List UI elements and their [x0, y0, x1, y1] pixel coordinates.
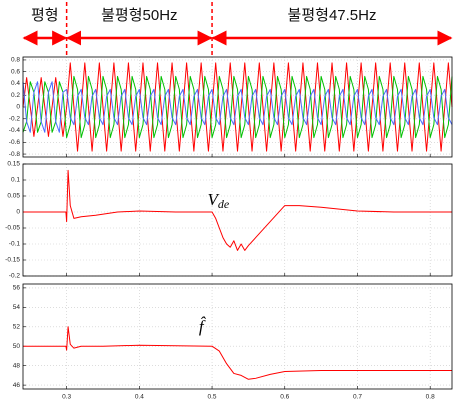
- y-tick-label: 0.8: [11, 57, 20, 64]
- y-tick-label: 0.2: [11, 92, 20, 99]
- plot-frame: [22, 56, 453, 158]
- x-tick-label: 0.7: [353, 394, 362, 401]
- series-line: [23, 326, 452, 380]
- y-tick-label: 0.05: [7, 193, 20, 200]
- y-tick-label: 0.6: [11, 68, 20, 75]
- series-line: [23, 169, 452, 251]
- y-tick-label: -0.15: [5, 257, 20, 264]
- y-tick-label: -0.1: [9, 241, 21, 248]
- region-label: 불평형47.5Hz: [288, 7, 377, 24]
- x-tick-label: 0.6: [280, 394, 289, 401]
- y-tick-label: -0.8: [9, 151, 21, 158]
- region-label: 불평형50Hz: [101, 7, 177, 24]
- x-tick-label: 0.5: [208, 394, 217, 401]
- curve-label: f̂: [199, 316, 207, 336]
- x-tick-label: 0.4: [135, 394, 144, 401]
- curve-label-main: f̂: [199, 316, 207, 336]
- plot-area: [23, 57, 452, 157]
- plot-frame: [22, 283, 453, 390]
- region-label: 평형: [31, 7, 59, 24]
- y-tick-label: 56: [13, 285, 21, 292]
- x-tick-label: 0.8: [426, 394, 435, 401]
- series-line: [22, 81, 453, 133]
- y-tick-label: 50: [13, 343, 21, 350]
- y-tick-label: -0.05: [5, 225, 20, 232]
- plot-frame: [22, 163, 453, 277]
- y-tick-label: 52: [13, 323, 21, 330]
- y-tick-label: 46: [13, 382, 21, 389]
- y-tick-label: 0.4: [11, 80, 20, 87]
- plot-area: [23, 284, 452, 389]
- y-tick-label: -0.6: [9, 139, 21, 146]
- x-tick-label: 0.3: [62, 394, 71, 401]
- y-tick-label: -0.4: [9, 127, 21, 134]
- curve-label: Vde: [207, 190, 229, 211]
- y-tick-label: 54: [13, 304, 21, 311]
- series-line: [22, 75, 453, 139]
- curve-label-sub: de: [218, 197, 230, 211]
- curve-label-main: V: [207, 190, 220, 209]
- y-tick-label: -0.2: [9, 115, 21, 122]
- y-tick-label: 48: [13, 362, 21, 369]
- y-tick-label: 0: [16, 209, 20, 216]
- plot-area: [23, 164, 452, 276]
- y-tick-label: 0: [16, 104, 20, 111]
- y-tick-label: -0.2: [9, 273, 21, 280]
- y-tick-label: 0.15: [7, 161, 20, 168]
- y-tick-label: 0.1: [11, 177, 20, 184]
